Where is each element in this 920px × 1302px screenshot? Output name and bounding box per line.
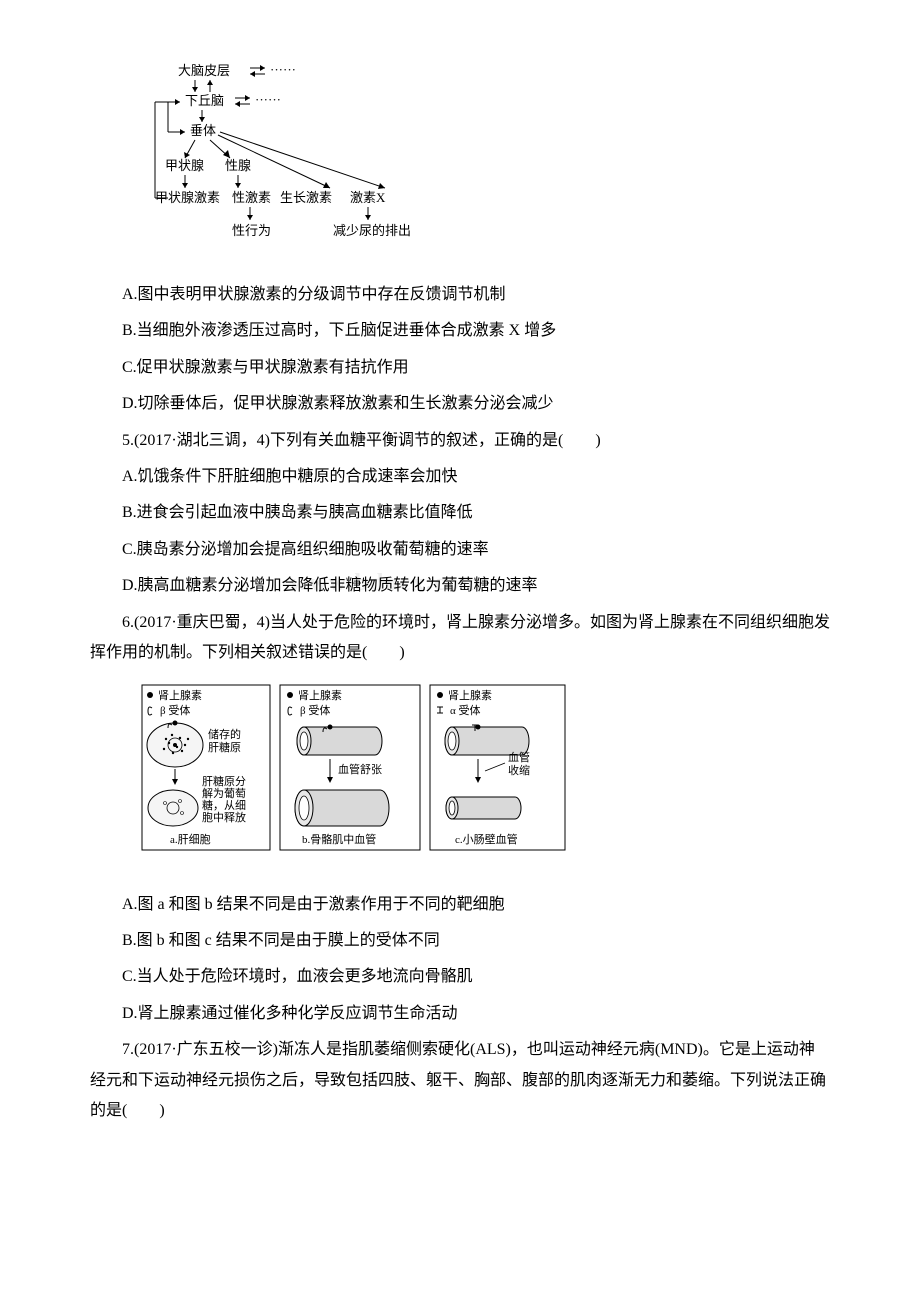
- label-break3: 糖，从细: [202, 798, 246, 812]
- adrenaline-diagram: 肾上腺素 β 受体 储存的 肝糖原: [140, 683, 830, 874]
- q4-option-a: A.图中表明甲状腺激素的分级调节中存在反馈调节机制: [90, 280, 830, 310]
- panel-c-label: c.小肠壁血管: [455, 832, 518, 846]
- label-stored: 储存的: [208, 727, 241, 741]
- label-pituitary: 垂体: [190, 123, 216, 138]
- label-alpha-c: α 受体: [450, 703, 481, 717]
- label-glycogen: 肝糖原: [208, 740, 241, 754]
- q5-option-c: C.胰岛素分泌增加会提高组织细胞吸收葡萄糖的速率: [90, 535, 830, 565]
- label-vasoconstriction2: 收缩: [508, 763, 530, 777]
- q5-option-d: D.胰高血糖素分泌增加会降低非糖物质转化为葡萄糖的速率: [90, 571, 830, 601]
- label-hormone-x: 激素X: [350, 190, 386, 205]
- label-cortex: 大脑皮层: [178, 63, 230, 78]
- q4-option-d: D.切除垂体后，促甲状腺激素释放激素和生长激素分泌会减少: [90, 389, 830, 419]
- q4-option-b: B.当细胞外液渗透压过高时，下丘脑促进垂体合成激素 X 增多: [90, 316, 830, 346]
- q5-stem: 5.(2017·湖北三调，4)下列有关血糖平衡调节的叙述，正确的是( ): [90, 426, 830, 456]
- q6-option-a: A.图 a 和图 b 结果不同是由于激素作用于不同的靶细胞: [90, 890, 830, 920]
- q6-option-d: D.肾上腺素通过催化多种化学反应调节生命活动: [90, 999, 830, 1029]
- label-adrenaline-a: 肾上腺素: [158, 688, 202, 702]
- label-vasoconstriction1: 血管: [508, 750, 530, 764]
- label-hypothalamus: 下丘脑: [185, 93, 224, 108]
- dots2: ······: [255, 92, 281, 107]
- diagram1-svg: 大脑皮层 ······ 下丘脑 ······: [140, 60, 460, 260]
- label-break1: 肝糖原分: [202, 774, 246, 788]
- label-gonad: 性腺: [225, 158, 251, 173]
- q4-option-c: C.促甲状腺激素与甲状腺激素有拮抗作用: [90, 353, 830, 383]
- q5-option-a: A.饥饿条件下肝脏细胞中糖原的合成速率会加快: [90, 462, 830, 492]
- label-sex-behavior: 性行为: [232, 223, 271, 238]
- label-sex-hormone: 性激素: [232, 190, 271, 205]
- hormone-regulation-diagram: 大脑皮层 ······ 下丘脑 ······: [140, 60, 830, 260]
- diagram2-svg: 肾上腺素 β 受体 储存的 肝糖原: [140, 683, 570, 863]
- q6-option-b: B.图 b 和图 c 结果不同是由于膜上的受体不同: [90, 926, 830, 956]
- panel-a-label: a.肝细胞: [170, 833, 211, 846]
- label-break4: 胞中释放: [202, 810, 246, 824]
- label-adrenaline-c: 肾上腺素: [448, 688, 492, 702]
- q6-stem: 6.(2017·重庆巴蜀，4)当人处于危险的环境时，肾上腺素分泌增多。如图为肾上…: [90, 608, 830, 669]
- label-beta-b: β 受体: [300, 703, 330, 717]
- label-adrenaline-b: 肾上腺素: [298, 688, 342, 702]
- q5-option-d-wrap: www.bdocx.com D.胰高血糖素分泌增加会降低非糖物质转化为葡萄糖的速…: [90, 571, 830, 601]
- dots1: ······: [270, 62, 296, 77]
- q7-stem: 7.(2017·广东五校一诊)渐冻人是指肌萎缩侧索硬化(ALS)，也叫运动神经元…: [90, 1035, 830, 1126]
- label-thyroid: 甲状腺: [165, 158, 204, 173]
- q6-option-c: C.当人处于危险环境时，血液会更多地流向骨骼肌: [90, 962, 830, 992]
- label-beta-a: β 受体: [160, 703, 190, 717]
- label-break2: 解为葡萄: [202, 786, 246, 800]
- q5-option-b: B.进食会引起血液中胰岛素与胰高血糖素比值降低: [90, 498, 830, 528]
- label-reduce-urine: 减少尿的排出: [333, 223, 411, 238]
- label-growth-hormone: 生长激素: [280, 190, 332, 205]
- panel-b-label: b.骨骼肌中血管: [302, 832, 376, 846]
- label-vasodilation: 血管舒张: [338, 762, 382, 776]
